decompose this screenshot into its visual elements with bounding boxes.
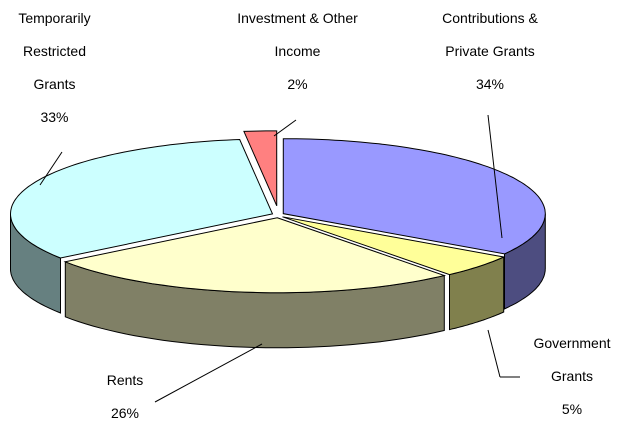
slice (282, 216, 506, 276)
leader-line (487, 329, 501, 378)
slice (243, 130, 278, 207)
slice (63, 217, 447, 294)
slice (282, 138, 546, 255)
slices (9, 130, 546, 349)
percent-label: 5% (561, 401, 583, 417)
leader-line (154, 343, 263, 403)
slice-label: Contributions & Private Grants 34% (425, 2, 555, 101)
category-name: Temporarily Restricted Grants (18, 10, 91, 92)
leader-line (487, 114, 503, 239)
leader-line (39, 151, 63, 186)
leader-line (273, 119, 297, 137)
slice-label: Rents 26% (95, 364, 155, 423)
slice-label: Investment & Other Income 2% (235, 2, 360, 101)
category-name: Government Grants (533, 335, 611, 384)
slice-label: Temporarily Restricted Grants 33% (2, 2, 107, 134)
category-name: Contributions & Private Grants (442, 10, 538, 59)
slice-label: Government Grants 5% (522, 327, 622, 423)
percent-label: 34% (475, 76, 505, 92)
percent-label: 33% (40, 109, 69, 125)
percent-label: 26% (110, 405, 140, 421)
category-name: Investment & Other Income (237, 10, 358, 59)
slice (9, 138, 274, 259)
percent-label: 2% (287, 76, 308, 92)
category-name: Rents (106, 372, 144, 388)
